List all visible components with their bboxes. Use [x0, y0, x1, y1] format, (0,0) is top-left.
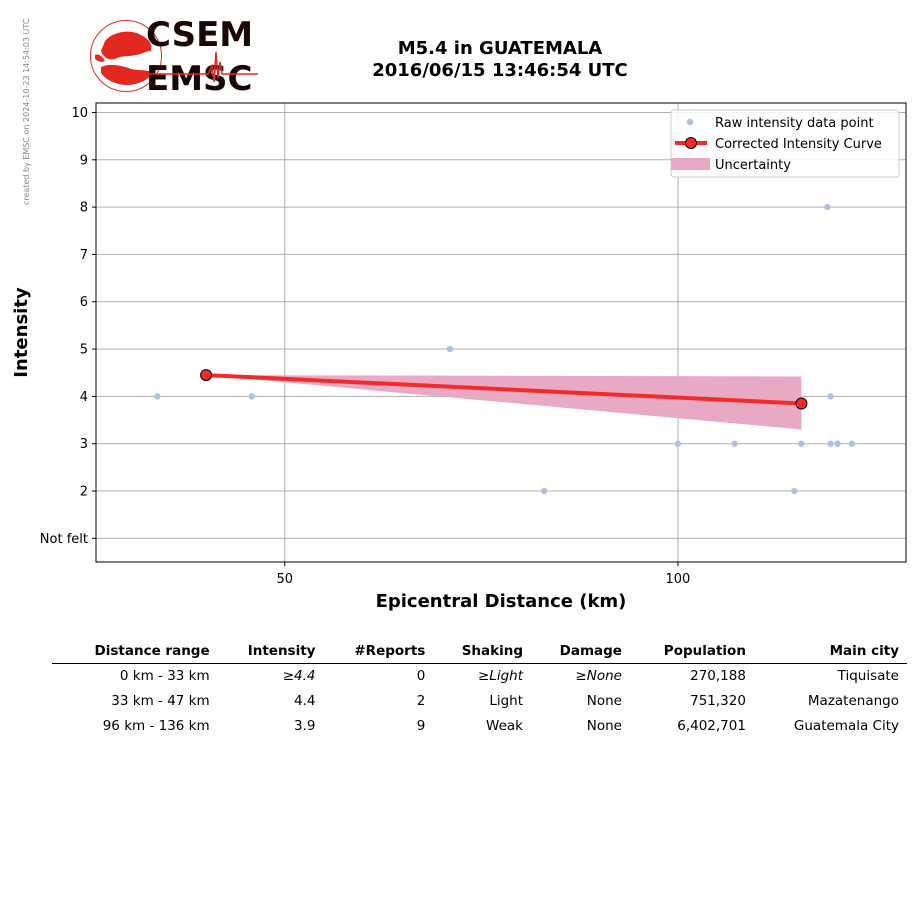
- legend-label: Corrected Intensity Curve: [715, 137, 882, 152]
- title-line-1: M5.4 in GUATEMALA: [397, 38, 603, 59]
- cell-shaking: ≥Light: [478, 668, 524, 684]
- cell-population: 270,188: [690, 668, 746, 684]
- raw-data-point: [248, 393, 255, 400]
- cell-population: 6,402,701: [677, 718, 746, 734]
- cell-distance-range: 96 km - 136 km: [102, 718, 210, 734]
- y-tick-label: 3: [80, 437, 88, 452]
- legend-line-dot: [685, 137, 697, 149]
- seismogram-icon: [148, 51, 258, 82]
- y-tick-label: 10: [71, 106, 88, 121]
- header-main-city: Main city: [753, 640, 907, 664]
- y-tick-label: 6: [80, 295, 88, 310]
- y-tick-label: Not felt: [40, 532, 88, 547]
- legend-box: [670, 109, 900, 178]
- plot-frame: [95, 102, 907, 563]
- legend-label: Raw intensity data point: [715, 116, 874, 131]
- raw-data-point: [731, 440, 738, 447]
- csem-emsc-logo: CSEM EMSC: [88, 18, 258, 98]
- cell-reports: 9: [416, 718, 426, 734]
- cell-shaking: Light: [489, 693, 524, 709]
- x-tick-label: 50: [276, 572, 293, 587]
- cell-damage: None: [586, 718, 622, 734]
- table-row: 96 km - 136 km 3.9 9 Weak None 6,402,701…: [52, 714, 907, 739]
- raw-data-point: [154, 393, 161, 400]
- cell-damage: ≥None: [575, 668, 622, 684]
- raw-data-point: [798, 440, 805, 447]
- y-tick-label: 9: [80, 153, 88, 168]
- intensity-chart: Not felt 2 3 4 5 6 7 8 9 10 50 100 Epicentral Distan…: [11, 102, 907, 612]
- uncertainty-band: [206, 375, 802, 430]
- cell-main-city: Mazatenango: [807, 693, 899, 709]
- y-tick-label: 7: [80, 248, 88, 263]
- chart-title: M5.4 in GUATEMALA 2016/06/15 13:46:54 UT…: [300, 38, 700, 82]
- cell-population: 751,320: [690, 693, 746, 709]
- raw-data-point: [827, 440, 834, 447]
- y-tick-label: 2: [80, 485, 88, 500]
- x-tick-label: 100: [666, 572, 691, 587]
- header-distance-range: Distance range: [52, 640, 218, 664]
- y-tick-label: 5: [80, 343, 88, 358]
- cell-reports: 0: [416, 668, 426, 684]
- legend-band-swatch: [671, 158, 710, 170]
- raw-data-point: [674, 440, 682, 447]
- y-tick-label: 8: [80, 201, 88, 216]
- corrected-curve-marker: [795, 397, 808, 410]
- logo-csem-text: CSEM: [146, 15, 254, 55]
- header-intensity: Intensity: [217, 640, 324, 664]
- table-row: 0 km - 33 km ≥4.4 0 ≥Light ≥None 270,188…: [52, 664, 907, 690]
- header-shaking: Shaking: [433, 640, 532, 664]
- raw-data-point: [827, 393, 834, 400]
- header-population: Population: [629, 640, 754, 664]
- globe-icon: [90, 20, 162, 92]
- raw-data-point: [446, 345, 454, 353]
- x-axis-label: Epicentral Distance (km): [376, 591, 627, 612]
- raw-data-point: [541, 487, 548, 495]
- header-damage: Damage: [531, 640, 630, 664]
- legend-label: Uncertainty: [715, 158, 791, 173]
- raw-data-point: [791, 487, 798, 495]
- cell-intensity: 4.4: [294, 693, 316, 709]
- raw-data-point: [824, 203, 831, 211]
- cell-intensity: 3.9: [294, 718, 316, 734]
- cell-shaking: Weak: [486, 718, 524, 734]
- summary-table: Distance range Intensity #Reports Shakin…: [52, 640, 907, 739]
- table-header-row: Distance range Intensity #Reports Shakin…: [52, 640, 907, 664]
- cell-reports: 2: [416, 693, 426, 709]
- cell-damage: None: [586, 693, 622, 709]
- title-line-2: 2016/06/15 13:46:54 UTC: [372, 60, 628, 81]
- raw-data-point: [848, 440, 855, 447]
- cell-distance-range: 33 km - 47 km: [111, 693, 210, 709]
- cell-distance-range: 0 km - 33 km: [119, 668, 210, 684]
- cell-intensity: ≥4.4: [282, 668, 316, 684]
- cell-main-city: Guatemala City: [793, 718, 899, 734]
- header-reports: #Reports: [323, 640, 434, 664]
- table-row: 33 km - 47 km 4.4 2 Light None 751,320 M…: [52, 689, 907, 714]
- corrected-intensity-line: [206, 373, 802, 406]
- raw-data-point: [834, 440, 841, 447]
- corrected-curve-marker: [200, 369, 213, 382]
- logo-emsc-text: EMSC: [146, 59, 253, 99]
- y-tick-label: 4: [80, 390, 88, 405]
- y-axis-label: Intensity: [11, 287, 32, 378]
- cell-main-city: Tiquisate: [837, 668, 899, 684]
- legend-point-marker: [686, 118, 694, 126]
